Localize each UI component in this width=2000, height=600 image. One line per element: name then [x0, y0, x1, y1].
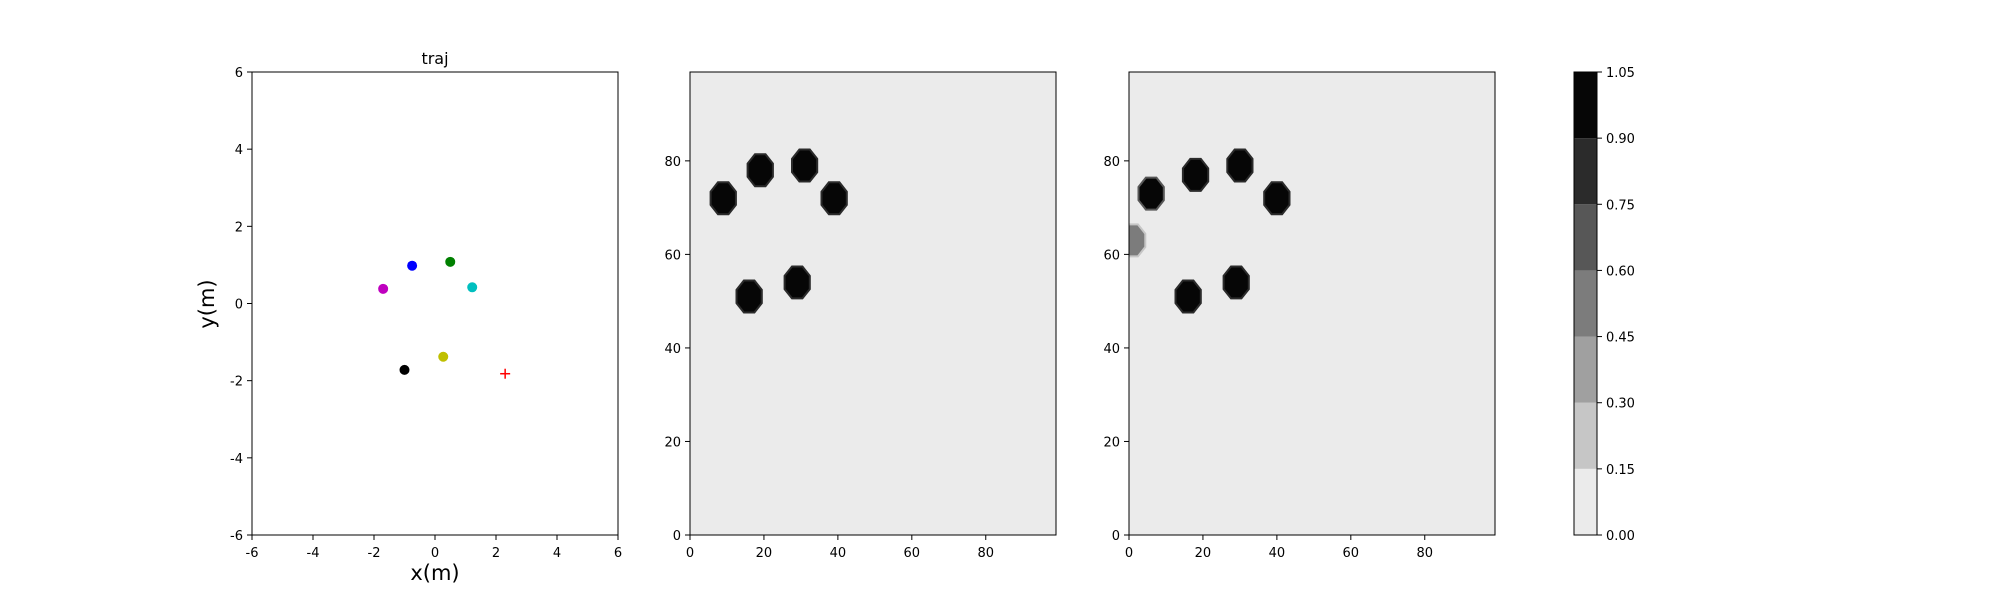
- colorbar-band: [1574, 468, 1597, 535]
- colorbar-band: [1574, 72, 1597, 139]
- colorbar-tick-label: 0.15: [1606, 463, 1635, 478]
- trajectory-plot: -6 -4 -2 0 2 4 6 -6 -4 -2 0 2 4 6 traj x(m) y(m): [195, 49, 622, 585]
- y-tick-label: 80: [1103, 155, 1120, 170]
- x-tick-label: 6: [614, 546, 622, 561]
- x-tick-label: -4: [307, 546, 320, 561]
- data-points: [378, 256, 511, 379]
- x-tick-label: -2: [368, 546, 381, 561]
- occupancy-blob: [1181, 157, 1210, 192]
- x-tick-label: 40: [830, 546, 847, 561]
- colorbar-tick-label: 0.30: [1606, 397, 1635, 412]
- occupancy-blob: [709, 181, 737, 216]
- x-tick-label: 0: [686, 546, 694, 561]
- x-tick-label: 80: [1416, 546, 1433, 561]
- x-tick-label: 0: [431, 546, 439, 561]
- plot-area: [252, 72, 618, 535]
- y-tick-label: 60: [1103, 248, 1120, 263]
- colorbar-tick-label: 0.90: [1606, 132, 1635, 147]
- occupancy-map-1: 0 20 40 60 80 0 20 40 60 80: [664, 71, 1057, 561]
- colorbar-tick-label: 0.00: [1606, 529, 1635, 544]
- y-tick-label: 60: [664, 248, 681, 263]
- y-tick-label: -6: [230, 529, 243, 544]
- colorbar: 0.00 0.15 0.30 0.45 0.60 0.75 0.90 1.05: [1573, 66, 1635, 544]
- occupancy-blob: [1137, 176, 1165, 211]
- occupancy-blob: [783, 265, 811, 300]
- x-axis-ticks: 0 20 40 60 80: [686, 535, 994, 561]
- colorbar-frame: [1573, 71, 1598, 536]
- map-blobs: [1129, 148, 1291, 314]
- occupancy-blob: [1129, 223, 1147, 258]
- x-tick-label: 4: [553, 546, 561, 561]
- occupancy-blob: [1226, 148, 1254, 183]
- map-frame: [1128, 71, 1496, 536]
- y-tick-label: -2: [230, 375, 243, 390]
- occupancy-blob: [1263, 181, 1291, 216]
- x-tick-label: 20: [756, 546, 773, 561]
- y-tick-label: 20: [664, 435, 681, 450]
- x-axis-label: x(m): [410, 561, 459, 585]
- occupancy-blob: [820, 181, 848, 216]
- y-axis-ticks: 0 20 40 60 80: [1103, 155, 1129, 544]
- y-tick-label: 0: [235, 298, 243, 313]
- agent-point: [438, 351, 449, 362]
- x-tick-label: 0: [1125, 546, 1133, 561]
- occupancy-blob: [791, 148, 819, 183]
- y-axis-ticks: -6 -4 -2 0 2 4 6: [230, 66, 252, 544]
- colorbar-bands: [1574, 72, 1597, 535]
- y-tick-label: 4: [235, 143, 243, 158]
- agent-point: [399, 364, 410, 375]
- goal-marker: [500, 368, 511, 379]
- x-axis-ticks: -6 -4 -2 0 2 4 6: [246, 535, 622, 561]
- agent-point: [378, 283, 389, 294]
- map-frame: [689, 71, 1057, 536]
- occupancy-blob: [735, 279, 763, 314]
- occupancy-blob: [746, 153, 774, 188]
- y-tick-label: 40: [664, 342, 681, 357]
- y-axis-ticks: 0 20 40 60 80: [664, 155, 690, 544]
- x-tick-label: 20: [1195, 546, 1212, 561]
- colorbar-tick-label: 1.05: [1606, 66, 1635, 81]
- x-tick-label: 40: [1269, 546, 1286, 561]
- colorbar-band: [1574, 138, 1597, 205]
- x-axis-ticks: 0 20 40 60 80: [1125, 535, 1433, 561]
- y-tick-label: 6: [235, 66, 243, 81]
- colorbar-tick-label: 0.60: [1606, 264, 1635, 279]
- map-blobs: [709, 148, 848, 314]
- x-tick-label: 60: [1343, 546, 1360, 561]
- y-tick-label: 80: [664, 155, 681, 170]
- x-tick-label: 80: [977, 546, 994, 561]
- y-tick-label: 2: [235, 220, 243, 235]
- y-tick-label: 0: [1112, 529, 1120, 544]
- occupancy-map-2: 0 20 40 60 80 0 20 40 60 80: [1103, 71, 1496, 561]
- colorbar-tick-label: 0.75: [1606, 198, 1635, 213]
- x-tick-label: -6: [246, 546, 259, 561]
- y-tick-label: 40: [1103, 342, 1120, 357]
- x-tick-label: 60: [904, 546, 921, 561]
- y-axis-label: y(m): [195, 279, 219, 328]
- y-tick-label: 0: [673, 529, 681, 544]
- colorbar-band: [1574, 270, 1597, 337]
- x-tick-label: 2: [492, 546, 500, 561]
- agent-point: [407, 260, 418, 271]
- colorbar-band: [1574, 204, 1597, 271]
- agent-point: [467, 282, 478, 293]
- agent-point: [445, 256, 456, 267]
- plot-title: traj: [421, 49, 448, 68]
- y-tick-label: -4: [230, 452, 243, 467]
- colorbar-ticks: 0.00 0.15 0.30 0.45 0.60 0.75 0.90 1.05: [1597, 66, 1635, 544]
- colorbar-band: [1574, 336, 1597, 403]
- y-tick-label: 20: [1103, 435, 1120, 450]
- occupancy-blob: [1222, 265, 1250, 300]
- colorbar-tick-label: 0.45: [1606, 331, 1635, 346]
- colorbar-band: [1574, 402, 1597, 469]
- occupancy-blob: [1174, 279, 1202, 314]
